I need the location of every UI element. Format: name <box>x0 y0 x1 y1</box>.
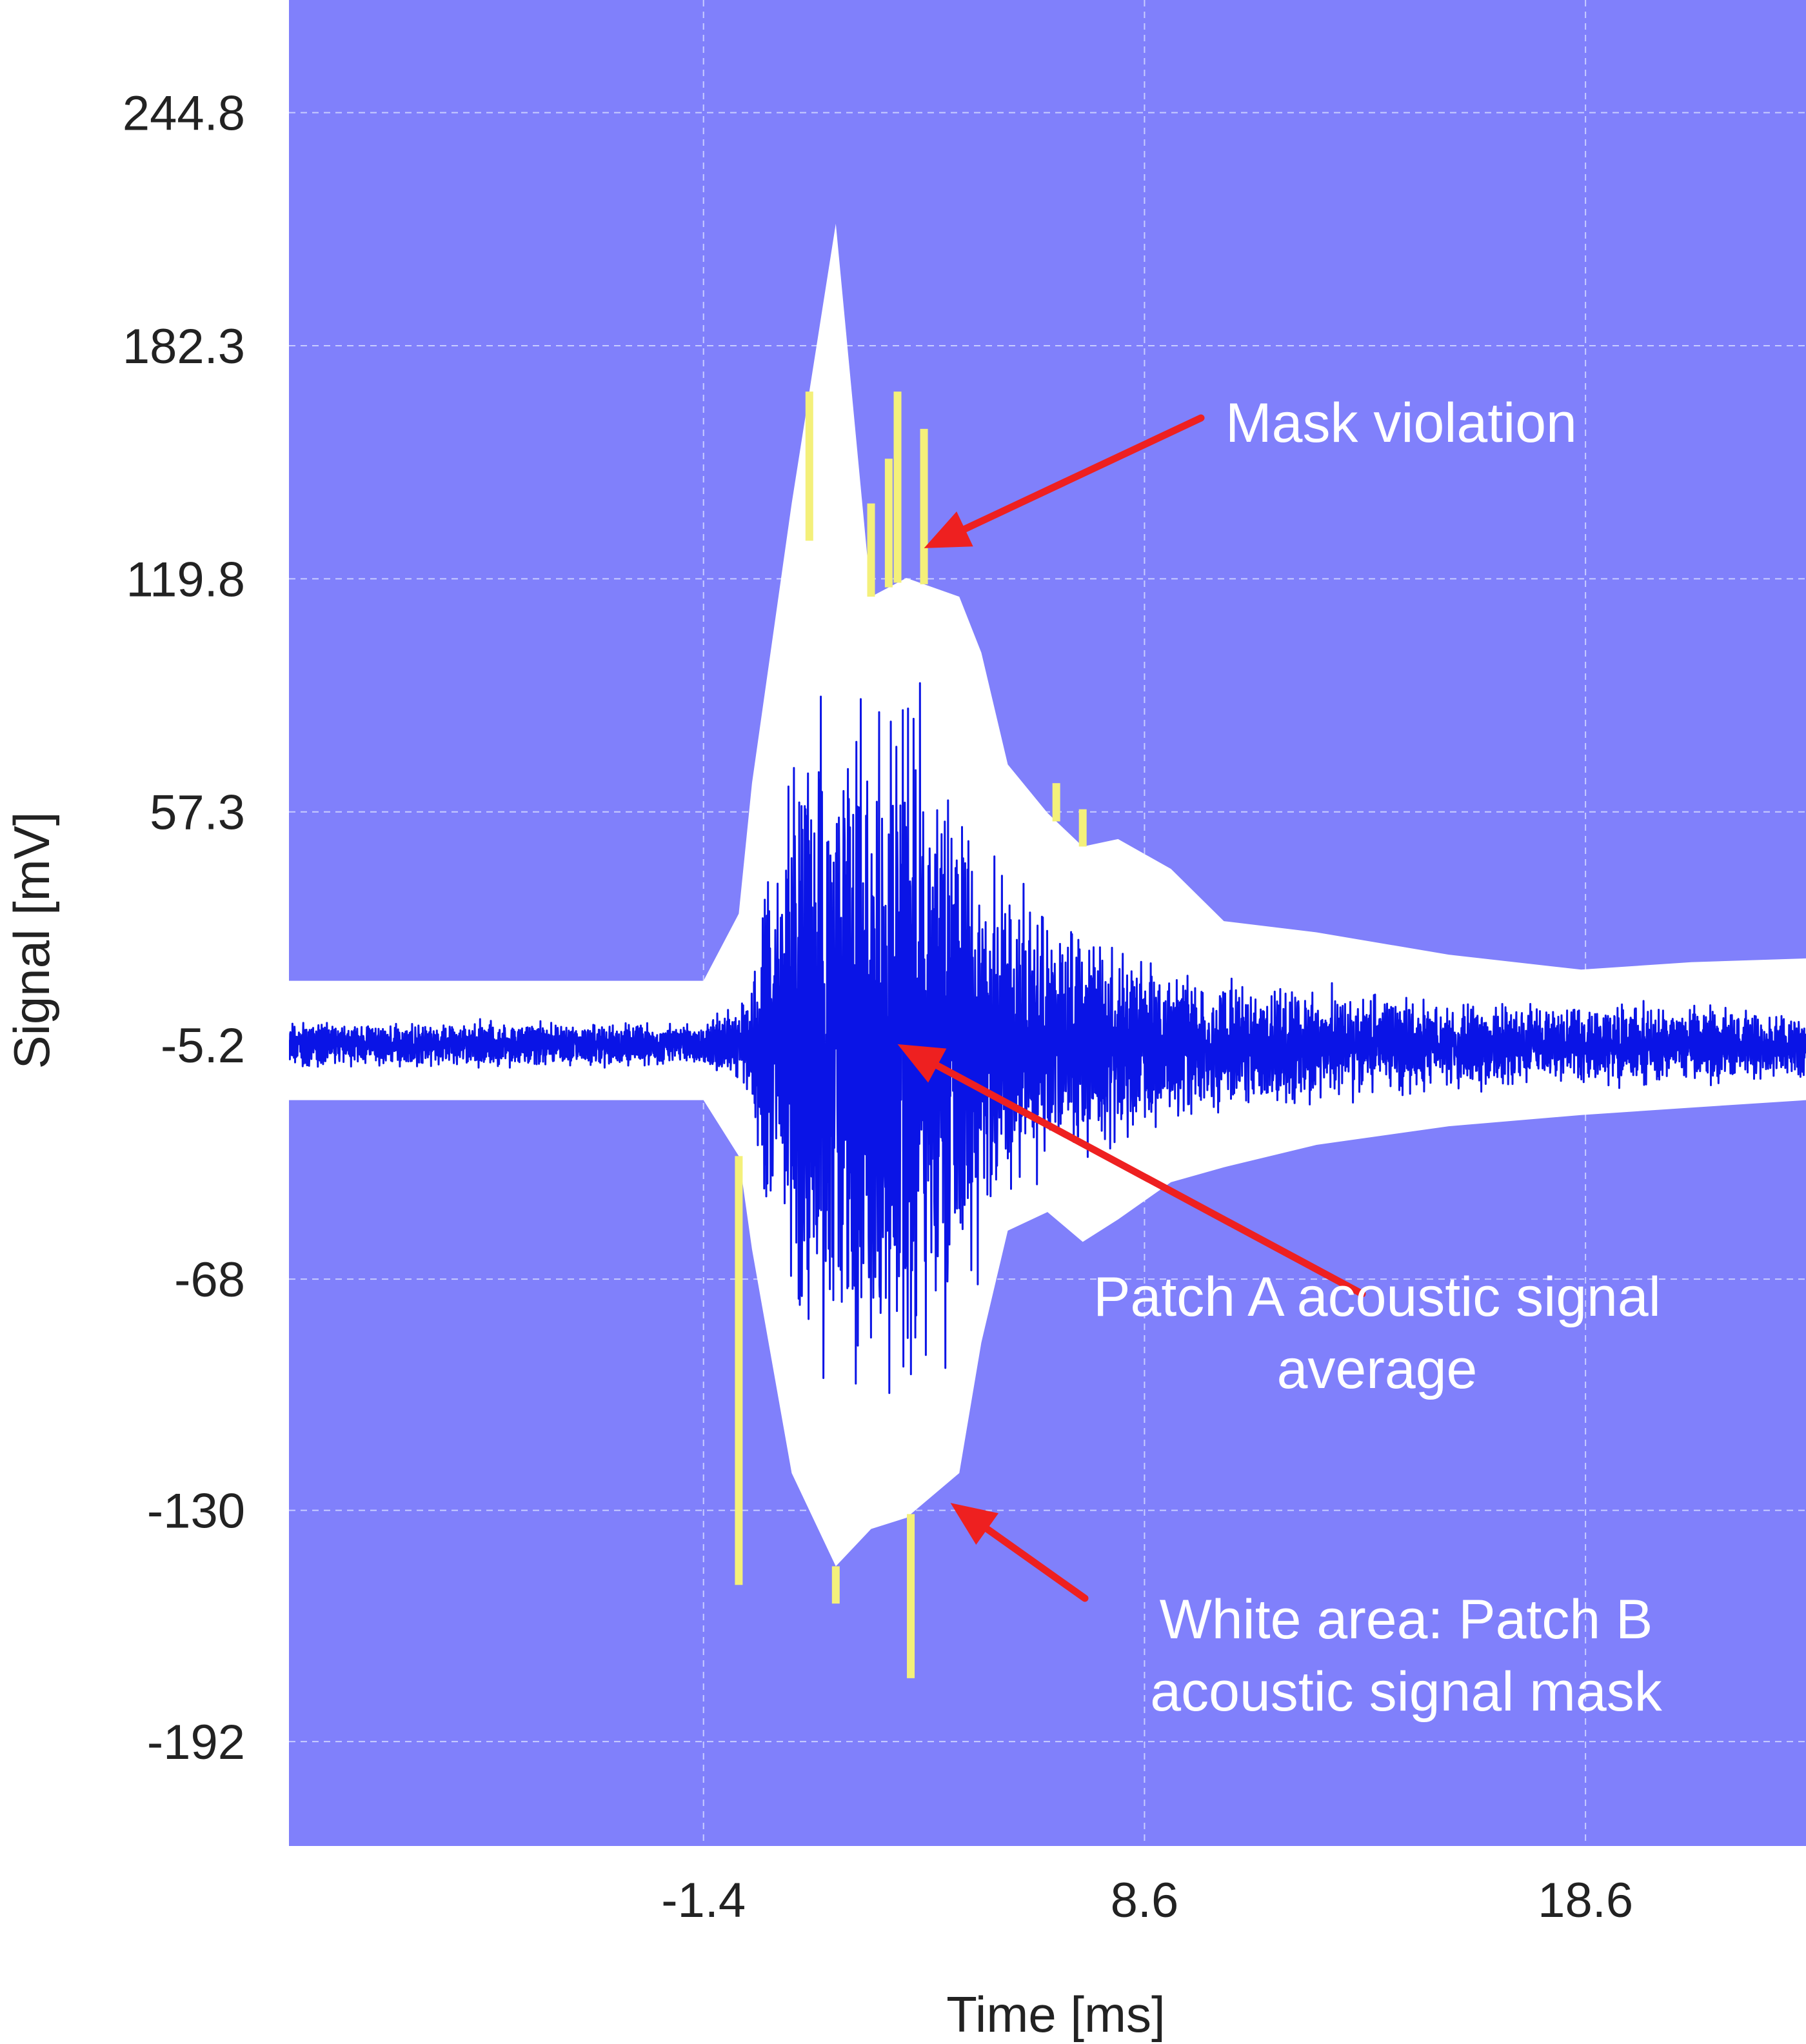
annotation-arrow-head <box>897 1044 947 1083</box>
violation-spike <box>920 428 928 584</box>
violation-spike <box>805 392 813 541</box>
y-tick-label: -130 <box>147 1484 245 1539</box>
y-tick-label: -192 <box>147 1715 245 1770</box>
annotation-label: Patch A acoustic signal <box>1093 1266 1661 1328</box>
y-tick-label: -5.2 <box>161 1018 245 1073</box>
annotation-label: Mask violation <box>1226 392 1577 454</box>
y-axis-title: Signal [mV] <box>3 812 60 1069</box>
x-tick-label: -1.4 <box>661 1873 746 1928</box>
annotation-label: acoustic signal mask <box>1150 1661 1662 1723</box>
y-tick-label: 119.8 <box>126 552 245 607</box>
y-axis-tick-labels: 244.8 182.3 119.8 57.3 -5.2 -68 -130 -192 <box>123 86 245 1770</box>
x-axis-title: Time [ms] <box>946 1986 1165 2043</box>
y-tick-label: -68 <box>174 1253 245 1307</box>
violation-spike <box>907 1514 915 1678</box>
x-tick-label: 8.6 <box>1111 1873 1179 1928</box>
violation-spike <box>735 1156 743 1585</box>
annotation-arrow-head <box>950 1503 999 1545</box>
y-tick-label: 244.8 <box>123 86 245 141</box>
x-tick-label: 18.6 <box>1538 1873 1633 1928</box>
y-tick-label: 57.3 <box>150 786 245 840</box>
mask-violations <box>735 392 1087 1678</box>
annotation-arrow-head <box>924 511 973 548</box>
annotation-arrow-shaft <box>961 414 1205 533</box>
annotation-arrow-shaft <box>933 1062 1366 1298</box>
annotation-arrow-shaft <box>984 1525 1089 1602</box>
signal-trace <box>289 682 1806 1394</box>
violation-spike <box>831 1566 840 1604</box>
x-axis-tick-labels: -1.4 8.6 18.6 <box>661 1873 1633 1928</box>
annotation-label: White area: Patch B <box>1160 1589 1653 1651</box>
y-tick-label: 182.3 <box>123 319 245 374</box>
mask-area <box>289 223 1806 1567</box>
annotation-label: average <box>1277 1338 1478 1400</box>
violation-spike <box>1078 809 1087 847</box>
violation-spike <box>1052 783 1060 822</box>
violation-spike <box>867 503 875 597</box>
violation-spike <box>893 392 902 583</box>
violation-spike <box>884 459 893 588</box>
annotations: Mask violation Patch A acoustic signal ave… <box>897 392 1663 1723</box>
